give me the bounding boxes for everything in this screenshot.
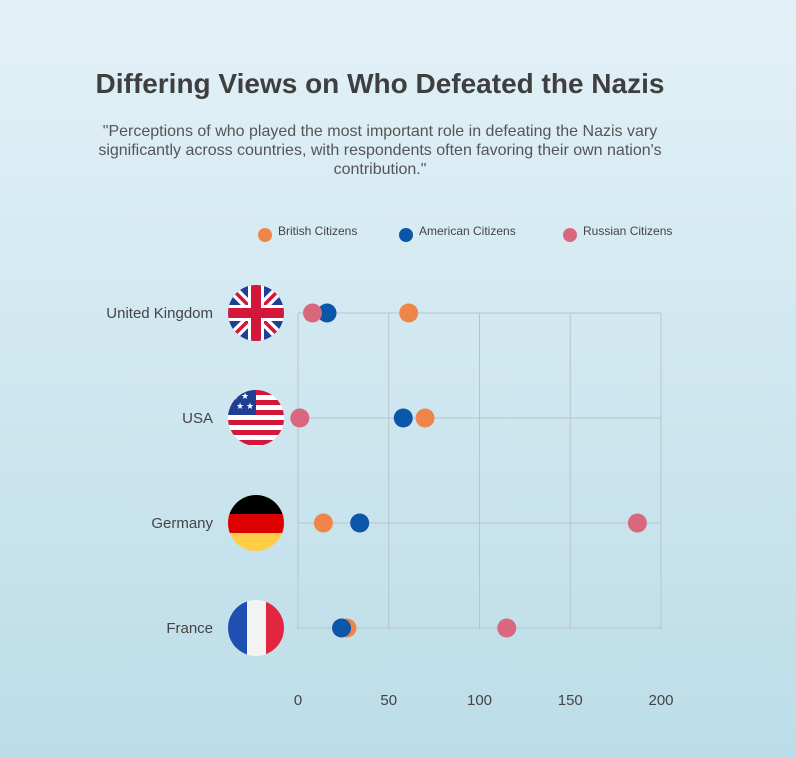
uk-flag-icon [228,285,284,341]
y-category-label: USA [182,410,213,427]
x-axis-tick-labels: 0 50 100 150 200 [294,692,674,709]
x-tick-label: 50 [380,692,397,709]
y-category-label: United Kingdom [106,305,213,322]
grid-lines [297,312,662,630]
y-category-label: Germany [151,515,213,532]
x-tick-label: 200 [648,692,673,709]
chart-subtitle: "Perceptions of who played the most impo… [98,123,662,178]
svg-text:★: ★ [241,392,249,402]
data-points [290,303,647,638]
legend-label: British Citizens [278,224,358,238]
legend-item-british[interactable]: British Citizens [258,224,358,242]
x-tick-label: 150 [558,692,583,709]
data-point[interactable] [317,303,337,323]
legend-marker [399,227,413,242]
x-tick-label: 0 [294,692,302,709]
data-point[interactable] [332,618,352,638]
legend-label: American Citizens [419,224,516,238]
chart-title: Differing Views on Who Defeated the Nazi… [95,68,665,99]
data-point[interactable] [313,513,333,533]
legend-marker [258,227,272,242]
y-category-label: France [166,620,213,637]
data-point[interactable] [350,513,370,533]
data-point[interactable] [497,618,517,638]
france-flag-icon [228,600,284,656]
svg-text:★: ★ [231,392,239,402]
legend-item-american[interactable]: American Citizens [399,224,516,242]
flag-icons: ★ ★ ★ ★ [228,285,284,656]
data-point[interactable] [627,513,647,533]
data-point[interactable] [415,408,435,428]
data-point[interactable] [303,303,323,323]
data-point[interactable] [393,408,413,428]
y-axis-labels: United Kingdom USA Germany France [106,305,213,637]
x-tick-label: 100 [467,692,492,709]
usa-flag-icon: ★ ★ ★ ★ [228,390,284,446]
legend-label: Russian Citizens [583,224,673,238]
svg-text:★: ★ [236,402,244,412]
svg-text:★: ★ [246,402,254,412]
germany-flag-icon [228,495,284,551]
data-point[interactable] [399,303,419,323]
data-point[interactable] [290,408,310,428]
legend-item-russian[interactable]: Russian Citizens [563,224,673,242]
legend-marker [563,227,577,242]
